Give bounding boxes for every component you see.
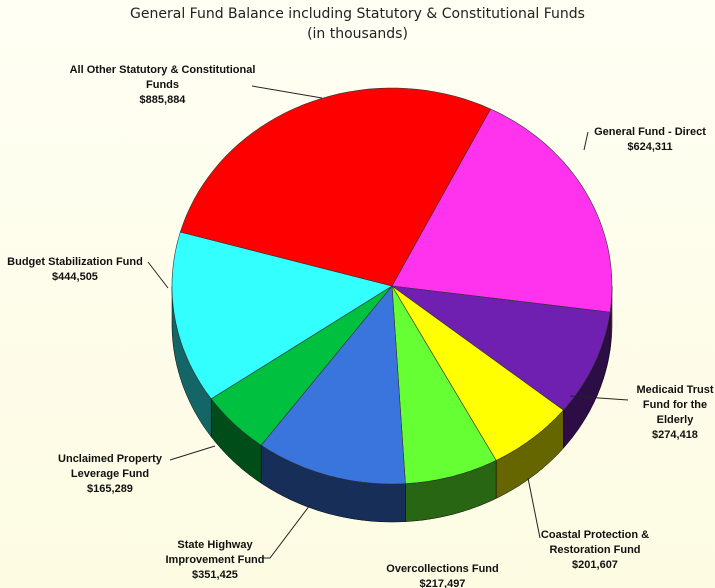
value-label: $624,311 bbox=[627, 141, 673, 153]
pie-slice bbox=[390, 285, 611, 411]
value-label: $444,505 bbox=[52, 271, 98, 283]
chart-subtitle: (in thousands) bbox=[307, 26, 408, 42]
slice-label: Medicaid Trust Fund for the Elderly bbox=[636, 384, 714, 426]
pie-slice bbox=[179, 87, 491, 287]
pie-slice bbox=[391, 285, 497, 484]
leader-line bbox=[169, 445, 216, 461]
leader-line bbox=[569, 395, 629, 401]
leader-line bbox=[583, 131, 589, 151]
value-label: $217,497 bbox=[419, 578, 466, 588]
slice-label: Budget Stabilization Fund bbox=[7, 256, 143, 268]
leader-line bbox=[251, 85, 323, 99]
pie-slice bbox=[260, 285, 406, 485]
chart-title: General Fund Balance including Statutory… bbox=[130, 6, 585, 22]
slice-label: Overcollections Fund bbox=[386, 563, 499, 575]
slice-label: All Other Statutory & Constitutional Fun… bbox=[69, 64, 256, 91]
pie-slice bbox=[210, 285, 393, 446]
pie-slice bbox=[171, 231, 393, 400]
value-label: $201,607 bbox=[572, 559, 618, 571]
pie-slice bbox=[391, 285, 564, 461]
pie-slice bbox=[391, 108, 613, 313]
leader-line bbox=[527, 477, 541, 539]
slice-label: General Fund - Direct bbox=[594, 126, 706, 138]
slice-label: Unclaimed Property Leverage Fund bbox=[58, 453, 162, 480]
slice-label: Coastal Protection & Restoration Fund bbox=[540, 529, 650, 556]
leader-line bbox=[262, 504, 311, 559]
value-label: $274,418 bbox=[652, 429, 698, 441]
value-label: $351,425 bbox=[192, 569, 238, 581]
slice-label: State Highway Improvement Fund bbox=[165, 539, 265, 566]
leader-line bbox=[147, 261, 169, 289]
value-label: $165,289 bbox=[87, 483, 133, 495]
value-label: $885,884 bbox=[139, 94, 186, 106]
